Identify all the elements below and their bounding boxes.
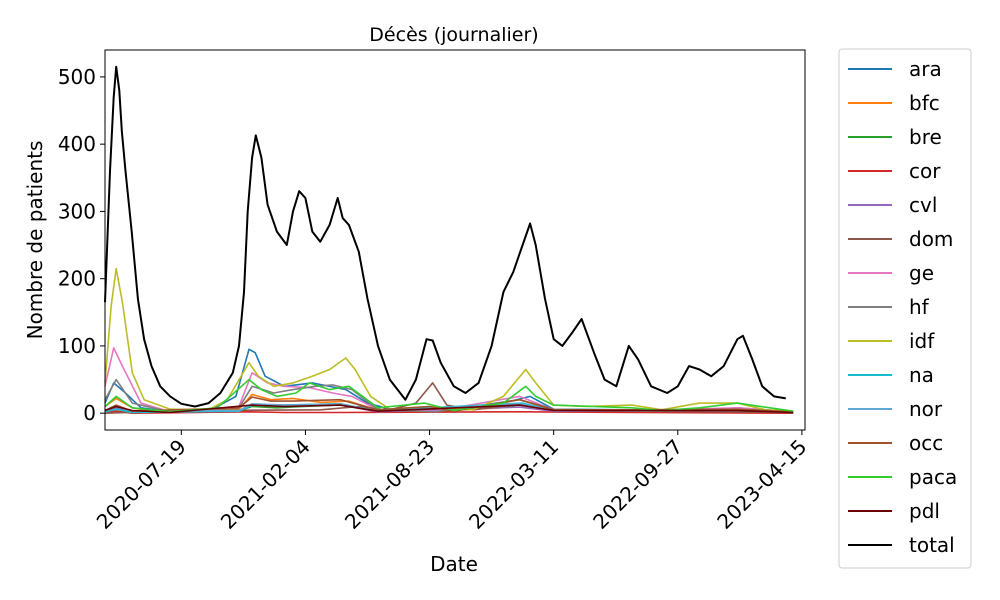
x-axis-label: Date	[430, 552, 478, 576]
plot-area	[104, 49, 806, 431]
y-axis: 0 100 200 300 400 500	[58, 65, 105, 425]
series-line-idf	[104, 267, 794, 412]
chart-title: Décès (journalier)	[369, 24, 538, 46]
legend-label-total: total	[909, 533, 955, 557]
legend-label-pdl: pdl	[909, 499, 940, 523]
legend-frame	[838, 48, 972, 569]
legend-label-paca: paca	[909, 465, 957, 489]
legend-label-cvl: cvl	[909, 193, 937, 217]
series-line-pdl	[104, 404, 794, 414]
y-tick-label: 100	[58, 334, 96, 358]
legend-label-ara: ara	[909, 57, 942, 81]
legend-label-idf: idf	[909, 329, 935, 353]
plot-frame	[104, 49, 806, 431]
legend-label-occ: occ	[909, 431, 943, 455]
y-axis-label: Nombre de patients	[23, 141, 47, 340]
legend-label-hf: hf	[909, 295, 930, 319]
legend: ara bfc bre cor cvl dom ge hf idf na nor occ paca pdl…	[838, 48, 972, 569]
y-tick-label: 200	[58, 267, 96, 291]
legend-label-cor: cor	[909, 159, 941, 183]
y-tick-label: 400	[58, 132, 96, 156]
y-tick-label: 500	[58, 65, 96, 89]
legend-label-bre: bre	[909, 125, 942, 149]
legend-label-na: na	[909, 363, 934, 387]
series-layer	[104, 65, 794, 414]
y-tick-label: 300	[58, 199, 96, 223]
legend-label-bfc: bfc	[909, 91, 940, 115]
legend-label-dom: dom	[909, 227, 953, 251]
series-line-cor	[104, 410, 794, 414]
series-line-total	[104, 65, 786, 408]
y-tick-label: 0	[83, 401, 96, 425]
legend-label-nor: nor	[909, 397, 943, 421]
legend-label-ge: ge	[909, 261, 934, 285]
